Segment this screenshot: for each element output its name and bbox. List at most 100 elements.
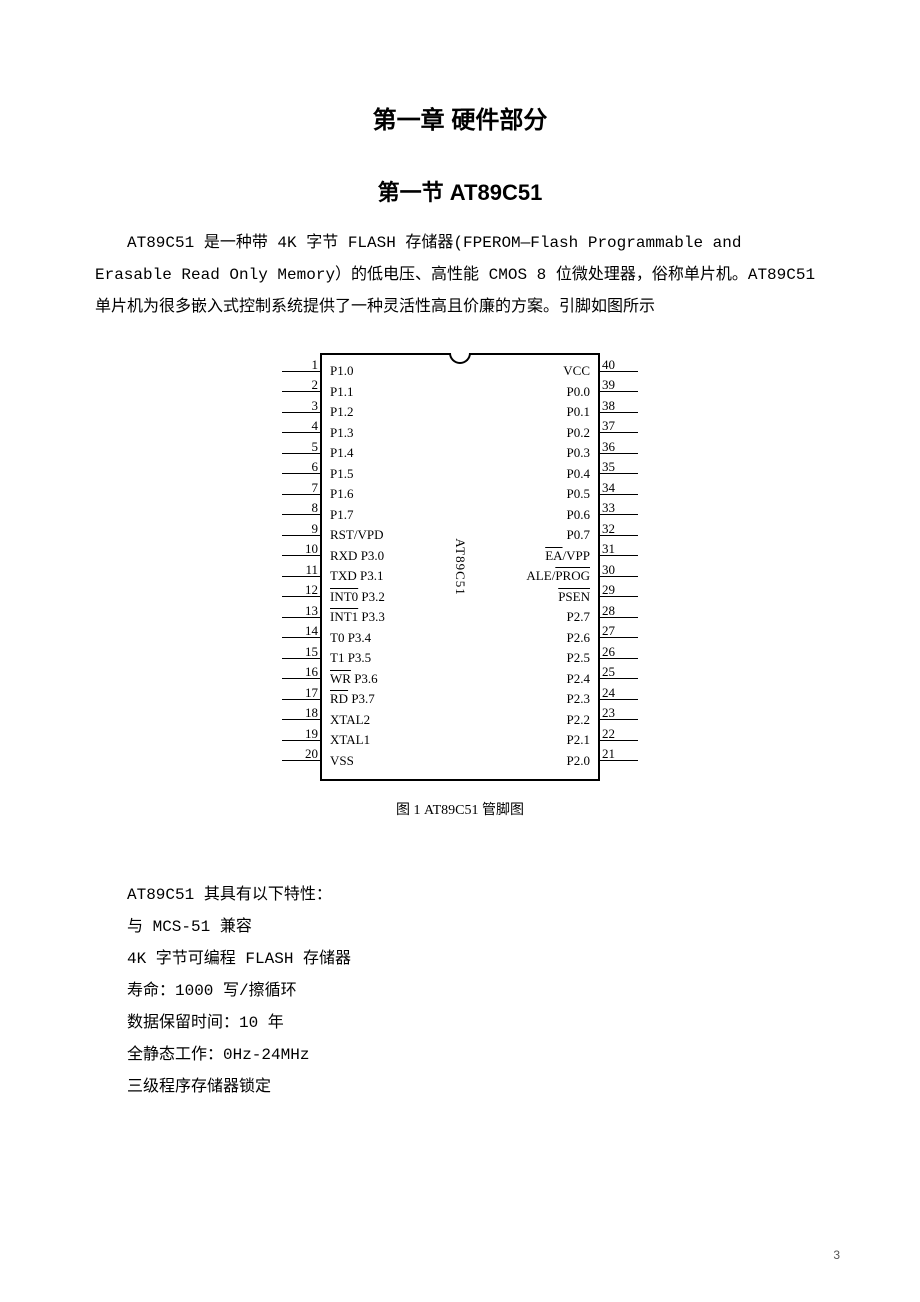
pin-label: RST/VPD bbox=[330, 527, 383, 543]
pin-label: RD P3.7 bbox=[330, 691, 375, 707]
pin-label: P1.5 bbox=[330, 466, 353, 482]
pin-label: P0.0 bbox=[567, 384, 590, 400]
pin-label: P0.4 bbox=[567, 466, 590, 482]
pin-number: 33 bbox=[602, 500, 642, 516]
pin-label: P1.3 bbox=[330, 425, 353, 441]
pin-row: 12INT0 P3.2PSEN29 bbox=[322, 587, 598, 608]
pin-label: P2.0 bbox=[567, 753, 590, 769]
feature-item: 寿命：1000 写/擦循环 bbox=[127, 975, 825, 1007]
pin-lead-right: 37 bbox=[598, 432, 638, 433]
feature-item: 数据保留时间：10 年 bbox=[127, 1007, 825, 1039]
pin-label: P2.5 bbox=[567, 650, 590, 666]
pin-lead-right: 24 bbox=[598, 699, 638, 700]
pin-number: 24 bbox=[602, 685, 642, 701]
pin-lead-right: 38 bbox=[598, 412, 638, 413]
pin-label: P0.5 bbox=[567, 486, 590, 502]
pin-lead-left: 11 bbox=[282, 576, 322, 577]
pin-lead-left: 8 bbox=[282, 514, 322, 515]
pin-lead-left: 5 bbox=[282, 453, 322, 454]
pin-lead-left: 2 bbox=[282, 391, 322, 392]
pin-number: 25 bbox=[602, 664, 642, 680]
pin-label: INT0 P3.2 bbox=[330, 589, 385, 605]
pin-label: P2.7 bbox=[567, 609, 590, 625]
pin-row: 6P1.5P0.435 bbox=[322, 464, 598, 485]
pin-label: TXD P3.1 bbox=[330, 568, 383, 584]
pin-row: 17RD P3.7P2.324 bbox=[322, 689, 598, 710]
pin-number: 31 bbox=[602, 541, 642, 557]
pin-lead-left: 10 bbox=[282, 555, 322, 556]
pin-number: 30 bbox=[602, 562, 642, 578]
pin-number: 40 bbox=[602, 357, 642, 373]
pin-label: P0.7 bbox=[567, 527, 590, 543]
pin-label: EA/VPP bbox=[545, 548, 590, 564]
pin-row: 5P1.4P0.336 bbox=[322, 443, 598, 464]
pin-label: WR P3.6 bbox=[330, 671, 378, 687]
pin-lead-right: 26 bbox=[598, 658, 638, 659]
pin-label: P2.3 bbox=[567, 691, 590, 707]
pin-label: VCC bbox=[563, 363, 590, 379]
pin-number: 22 bbox=[602, 726, 642, 742]
feature-item: 三级程序存储器锁定 bbox=[127, 1071, 825, 1103]
pin-number: 19 bbox=[278, 726, 318, 742]
pin-number: 32 bbox=[602, 521, 642, 537]
pin-row: 20VSSP2.021 bbox=[322, 751, 598, 772]
pin-row: 3P1.2P0.138 bbox=[322, 402, 598, 423]
pin-lead-left: 20 bbox=[282, 760, 322, 761]
pin-number: 16 bbox=[278, 664, 318, 680]
pin-row: 4P1.3P0.237 bbox=[322, 423, 598, 444]
pin-lead-left: 12 bbox=[282, 596, 322, 597]
pin-row: 1P1.0VCC40 bbox=[322, 361, 598, 382]
pin-number: 21 bbox=[602, 746, 642, 762]
pin-row: 13INT1 P3.3P2.728 bbox=[322, 607, 598, 628]
pin-label: XTAL2 bbox=[330, 712, 370, 728]
pin-lead-right: 25 bbox=[598, 678, 638, 679]
pin-number: 5 bbox=[278, 439, 318, 455]
pin-number: 14 bbox=[278, 623, 318, 639]
pin-number: 10 bbox=[278, 541, 318, 557]
pin-lead-left: 3 bbox=[282, 412, 322, 413]
pin-label: P1.1 bbox=[330, 384, 353, 400]
pin-label: P0.6 bbox=[567, 507, 590, 523]
pin-number: 39 bbox=[602, 377, 642, 393]
pin-number: 17 bbox=[278, 685, 318, 701]
pin-number: 15 bbox=[278, 644, 318, 660]
pin-number: 2 bbox=[278, 377, 318, 393]
pin-lead-right: 35 bbox=[598, 473, 638, 474]
features-block: AT89C51 其具有以下特性： 与 MCS-51 兼容4K 字节可编程 FLA… bbox=[95, 879, 825, 1103]
pin-row: 8P1.7P0.633 bbox=[322, 505, 598, 526]
feature-item: 与 MCS-51 兼容 bbox=[127, 911, 825, 943]
pin-lead-left: 9 bbox=[282, 535, 322, 536]
pin-lead-left: 14 bbox=[282, 637, 322, 638]
pin-row: 2P1.1P0.039 bbox=[322, 382, 598, 403]
pin-lead-left: 18 bbox=[282, 719, 322, 720]
pin-lead-right: 29 bbox=[598, 596, 638, 597]
pin-number: 18 bbox=[278, 705, 318, 721]
pin-label: T0 P3.4 bbox=[330, 630, 371, 646]
pin-label: P1.4 bbox=[330, 445, 353, 461]
pin-lead-left: 4 bbox=[282, 432, 322, 433]
pin-row: 14T0 P3.4P2.627 bbox=[322, 628, 598, 649]
pin-lead-right: 27 bbox=[598, 637, 638, 638]
pin-label: P2.6 bbox=[567, 630, 590, 646]
pin-lead-right: 30 bbox=[598, 576, 638, 577]
feature-item: 全静态工作：0Hz-24MHz bbox=[127, 1039, 825, 1071]
pin-label: P2.2 bbox=[567, 712, 590, 728]
feature-item: 4K 字节可编程 FLASH 存储器 bbox=[127, 943, 825, 975]
pin-number: 1 bbox=[278, 357, 318, 373]
pin-number: 8 bbox=[278, 500, 318, 516]
pin-number: 4 bbox=[278, 418, 318, 434]
pin-number: 20 bbox=[278, 746, 318, 762]
pin-lead-left: 15 bbox=[282, 658, 322, 659]
pin-label: PSEN bbox=[558, 589, 590, 605]
pin-lead-left: 7 bbox=[282, 494, 322, 495]
pin-label: P2.4 bbox=[567, 671, 590, 687]
pin-number: 37 bbox=[602, 418, 642, 434]
pin-number: 13 bbox=[278, 603, 318, 619]
pin-row: 16WR P3.6P2.425 bbox=[322, 669, 598, 690]
pin-label: RXD P3.0 bbox=[330, 548, 384, 564]
pin-lead-right: 31 bbox=[598, 555, 638, 556]
pin-number: 9 bbox=[278, 521, 318, 537]
pin-number: 7 bbox=[278, 480, 318, 496]
pin-lead-left: 19 bbox=[282, 740, 322, 741]
pin-number: 3 bbox=[278, 398, 318, 414]
